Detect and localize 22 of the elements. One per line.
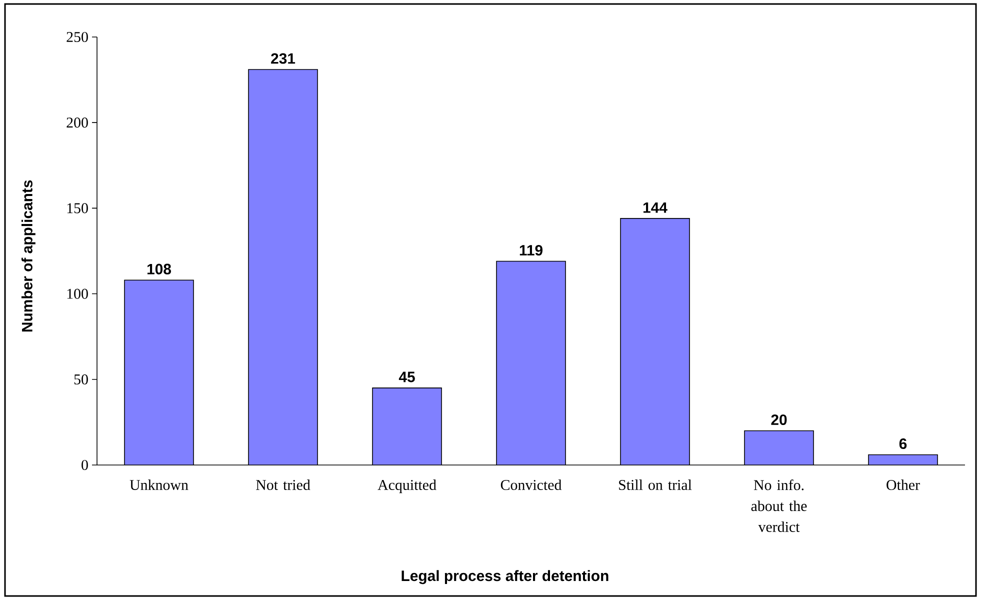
x-tick-label: Not tried bbox=[256, 480, 310, 490]
data-label: 6 bbox=[899, 438, 907, 449]
y-tick-label: 150 bbox=[67, 203, 88, 214]
data-label: 119 bbox=[520, 244, 542, 256]
data-label: 231 bbox=[271, 53, 296, 64]
x-tick-label: Other bbox=[886, 480, 920, 490]
x-tick-label: Unknown bbox=[130, 480, 188, 490]
data-label: 45 bbox=[398, 372, 415, 382]
x-axis-title: Legal process after detention bbox=[402, 570, 608, 584]
x-tick-label: Still on trial bbox=[619, 480, 692, 490]
x-tick-label: No info. about the verdict bbox=[751, 480, 807, 532]
y-tick-label: 100 bbox=[67, 288, 88, 299]
data-label: 144 bbox=[643, 202, 668, 213]
y-tick-label: 200 bbox=[66, 118, 88, 128]
y-tick-label: 250 bbox=[66, 32, 88, 42]
y-axis-title: Number of applicants bbox=[21, 180, 36, 332]
data-label: 108 bbox=[147, 264, 172, 274]
x-tick-label: Acquitted bbox=[378, 480, 436, 494]
data-label: 20 bbox=[771, 414, 787, 426]
y-tick-label: 50 bbox=[74, 374, 88, 384]
y-tick-label: 0 bbox=[82, 460, 88, 470]
x-tick-label: Convicted bbox=[500, 480, 562, 490]
